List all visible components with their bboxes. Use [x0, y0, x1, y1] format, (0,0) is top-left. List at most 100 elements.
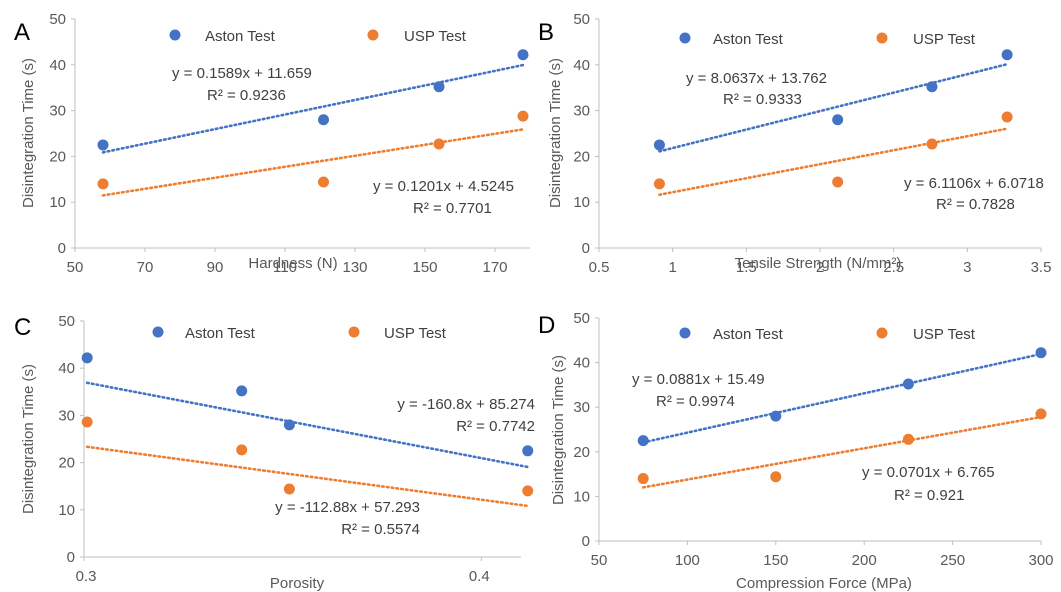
panel-b-usp-data-point	[926, 138, 938, 150]
panel-d-y-tick-label: 10	[573, 488, 590, 505]
panel-a-aston-legend-marker	[169, 29, 181, 41]
panel-c-x-axis-title: Porosity	[270, 575, 325, 592]
panel-d-aston-trendline	[641, 352, 1043, 444]
panel-c-aston-legend-label: Aston Test	[185, 325, 256, 342]
panel-b-letter: B	[538, 19, 554, 46]
panel-d-usp-trendline-equation: y = 0.0701x + 6.765	[862, 464, 995, 481]
panel-a-x-tick-label: 110	[273, 259, 297, 276]
panel-d-x-tick-label: 300	[1028, 552, 1053, 569]
panel-a-y-tick-label: 0	[58, 240, 66, 257]
panel-c-aston-legend-marker	[152, 326, 164, 338]
panel-b-usp-trendline-equation: y = 6.1106x + 6.0718	[904, 175, 1044, 192]
panel-b-x-tick-label: 2.5	[883, 259, 904, 276]
panel-c-x-tick-label: 0.3	[76, 568, 97, 585]
panel-d-aston-data-point	[1035, 347, 1047, 359]
panel-d-y-tick-label: 0	[582, 533, 590, 550]
panel-b-usp-trendline	[658, 127, 1009, 197]
panel-a-usp-data-point	[97, 178, 109, 190]
panel-a-usp-data-point	[433, 138, 445, 150]
panel-b-x-tick-label: 2	[816, 259, 824, 276]
panel-c-y-tick-label: 0	[67, 549, 75, 566]
panel-c-usp-trendline	[85, 445, 530, 508]
panel-d-y-tick-label: 50	[573, 310, 590, 327]
panel-a-y-axis-title: Disintegration Time (s)	[20, 58, 37, 208]
panel-a-usp-trendline	[101, 128, 525, 197]
panel-b-y-tick-label: 0	[582, 240, 590, 257]
panel-d-aston-r-squared: R² = 0.9974	[656, 393, 735, 410]
panel-b-x-tick-label: 1.5	[736, 259, 757, 276]
panel-c-usp-r-squared: R² = 0.5574	[341, 521, 420, 538]
panel-c-usp-data-point	[236, 444, 248, 456]
panel-a-usp-trendline-equation: y = 0.1201x + 4.5245	[373, 178, 514, 195]
panel-a-x-tick-label: 70	[137, 259, 154, 276]
panel-d-usp-legend-marker	[876, 327, 888, 339]
panel-c-usp-data-point	[283, 483, 295, 495]
panel-d-x-tick-label: 200	[852, 552, 877, 569]
panel-c-aston-trendline-equation: y = -160.8x + 85.274	[397, 396, 535, 413]
panel-b-aston-data-point	[926, 81, 938, 93]
panel-a-x-tick-label: 150	[412, 259, 437, 276]
panel-c-aston-trendline	[85, 381, 530, 469]
panel-a-y-tick-label: 50	[49, 11, 66, 28]
panel-a-usp-legend-label: USP Test	[404, 28, 467, 45]
panel-b-y-axis-title: Disintegration Time (s)	[547, 58, 564, 208]
panel-d-x-tick-label: 250	[940, 552, 965, 569]
panel-b-aston-trendline	[658, 62, 1009, 153]
panel-a-aston-trendline	[101, 63, 525, 154]
panel-b-aston-data-point	[1001, 49, 1013, 61]
panel-a-aston-r-squared: R² = 0.9236	[207, 87, 286, 104]
panel-b-y-tick-label: 40	[573, 57, 590, 74]
panel-d-usp-data-point	[637, 473, 649, 485]
panel-b-y-tick-label: 30	[573, 103, 590, 120]
panel-a-x-tick-label: 90	[207, 259, 224, 276]
panel-a-y-tick-label: 40	[49, 57, 66, 74]
panel-b-usp-r-squared: R² = 0.7828	[936, 196, 1015, 213]
panel-c-aston-data-point	[283, 419, 295, 431]
panel-d-y-axis-title: Disintegration Time (s)	[550, 355, 567, 505]
panel-a-x-tick-label: 170	[482, 259, 507, 276]
panel-b-x-tick-label: 3	[963, 259, 971, 276]
panel-d-x-tick-label: 100	[675, 552, 700, 569]
panel-d-aston-data-point	[770, 410, 782, 422]
panel-b-aston-r-squared: R² = 0.9333	[723, 91, 802, 108]
panel-b-usp-legend-marker	[876, 32, 888, 44]
panel-d-x-tick-label: 150	[763, 552, 788, 569]
panel-c-y-tick-label: 20	[58, 455, 75, 472]
panel-a-y-tick-label: 10	[49, 194, 66, 211]
panel-b-x-tick-label: 1	[668, 259, 676, 276]
panel-c-usp-trendline-equation: y = -112.88x + 57.293	[275, 499, 420, 516]
panel-a-usp-data-point	[517, 110, 529, 122]
panel-c-usp-legend-label: USP Test	[384, 325, 447, 342]
panel-a-aston-trendline-equation: y = 0.1589x + 11.659	[172, 65, 312, 82]
panel-d-aston-legend-marker	[679, 327, 691, 339]
panel-a-aston-data-point	[517, 49, 529, 61]
panel-d-aston-data-point	[637, 435, 649, 447]
panel-a-usp-data-point	[318, 176, 329, 188]
panel-a-aston-data-point	[433, 81, 445, 93]
panel-b-aston-data-point	[653, 139, 665, 151]
panel-d-usp-data-point	[770, 471, 782, 483]
panel-b-aston-data-point	[832, 114, 844, 126]
panel-d-aston-trendline-equation: y = 0.0881x + 15.49	[632, 371, 765, 388]
panel-b-usp-data-point	[653, 178, 665, 190]
panel-b-x-tick-label: 0.5	[589, 259, 610, 276]
panel-b-x-axis-title: Tensile Strength (N/mm²)	[735, 255, 902, 272]
panel-d-y-tick-label: 30	[573, 399, 590, 416]
panel-a-x-tick-label: 50	[67, 259, 84, 276]
panel-c-aston-data-point	[81, 352, 93, 364]
panel-a-usp-legend-marker	[367, 29, 379, 41]
panel-d-usp-legend-label: USP Test	[913, 326, 976, 343]
panel-c-usp-data-point	[522, 485, 534, 497]
panel-c-aston-r-squared: R² = 0.7742	[456, 418, 535, 435]
panel-d-y-tick-label: 40	[573, 355, 590, 372]
panel-b-aston-legend-label: Aston Test	[713, 31, 784, 48]
panel-b-usp-data-point	[832, 176, 844, 188]
panel-b-y-tick-label: 50	[573, 11, 590, 28]
panel-a-aston-legend-label: Aston Test	[205, 28, 276, 45]
panel-c-aston-data-point	[522, 445, 534, 457]
panel-b-x-tick-label: 3.5	[1031, 259, 1052, 276]
panel-d-usp-data-point	[902, 433, 914, 445]
panel-c-y-tick-label: 10	[58, 502, 75, 519]
panel-c-aston-data-point	[236, 385, 248, 397]
